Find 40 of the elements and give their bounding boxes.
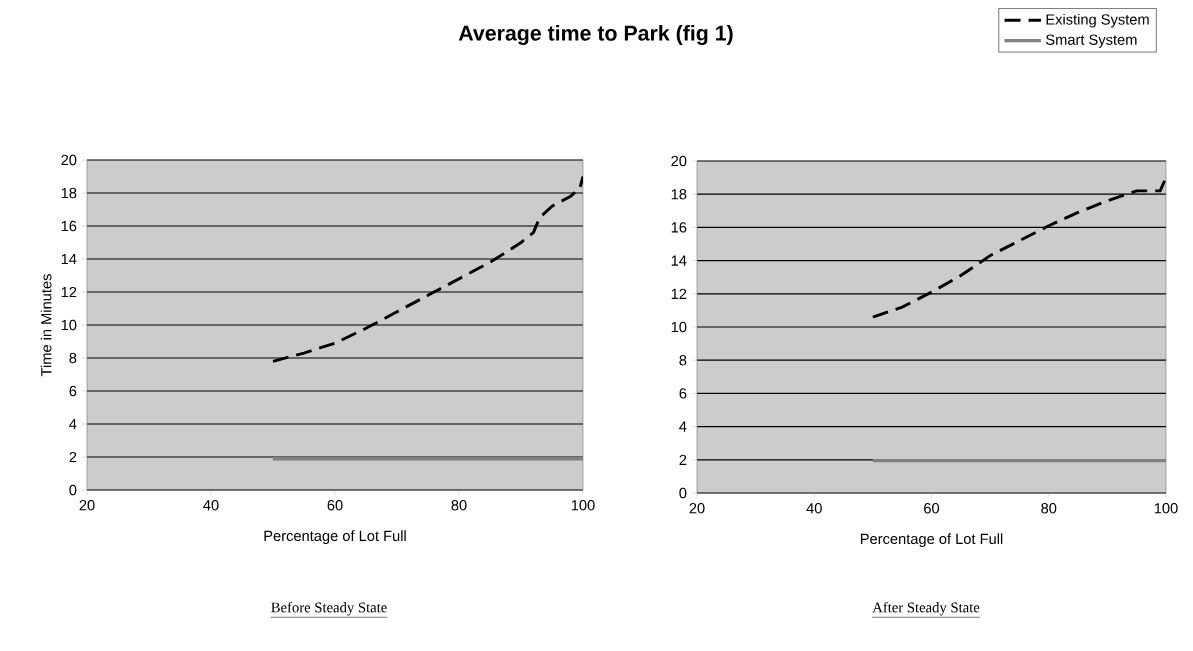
y-axis-title: Time in Minutes [40, 274, 52, 377]
x-tick-label: 80 [451, 500, 467, 511]
x-tick-label: 100 [571, 500, 595, 511]
y-tick-label: 2 [679, 454, 687, 465]
text: After Steady State [872, 601, 980, 616]
x-tick-label: 40 [203, 500, 219, 511]
y-tick-label: 8 [679, 355, 687, 366]
x-axis-title: Percentage of Lot Full [264, 530, 406, 544]
y-tick-label: 18 [671, 189, 687, 200]
text: Before Steady State [271, 601, 387, 616]
y-tick-label: 6 [69, 385, 77, 397]
x-tick-label: 20 [79, 500, 95, 511]
y-tick-label: 4 [679, 421, 687, 432]
y-tick-label: 0 [69, 484, 77, 496]
y-tick-label: 4 [69, 418, 77, 430]
y-tick-label: 20 [61, 154, 77, 166]
y-tick-label: 12 [61, 286, 77, 298]
x-axis-title: Percentage of Lot Full [860, 533, 1003, 547]
y-tick-label: 8 [69, 352, 77, 364]
x-tick-label: 60 [327, 500, 343, 511]
y-tick-label: 2 [69, 451, 77, 463]
x-tick-label: 20 [689, 503, 705, 514]
x-tick-label: 100 [1154, 503, 1178, 514]
y-tick-label: 10 [61, 319, 77, 331]
y-tick-label: 16 [671, 222, 687, 233]
y-tick-label: 6 [679, 388, 687, 399]
legend-label: Smart System [1046, 34, 1137, 48]
y-tick-label: 18 [61, 187, 77, 199]
y-tick-label: 16 [61, 220, 77, 232]
x-tick-label: 80 [1041, 503, 1057, 514]
legend-label: Existing System [1046, 13, 1149, 28]
y-tick-label: 10 [671, 321, 687, 333]
x-tick-label: 40 [806, 503, 822, 514]
y-tick-label: 14 [61, 253, 77, 265]
y-tick-label: 12 [671, 288, 687, 299]
chart-title: Average time to Park (fig 1) [458, 25, 733, 45]
y-tick-label: 20 [671, 155, 687, 167]
y-tick-label: 0 [679, 487, 687, 499]
x-tick-label: 60 [924, 503, 940, 514]
y-tick-label: 14 [671, 255, 687, 266]
